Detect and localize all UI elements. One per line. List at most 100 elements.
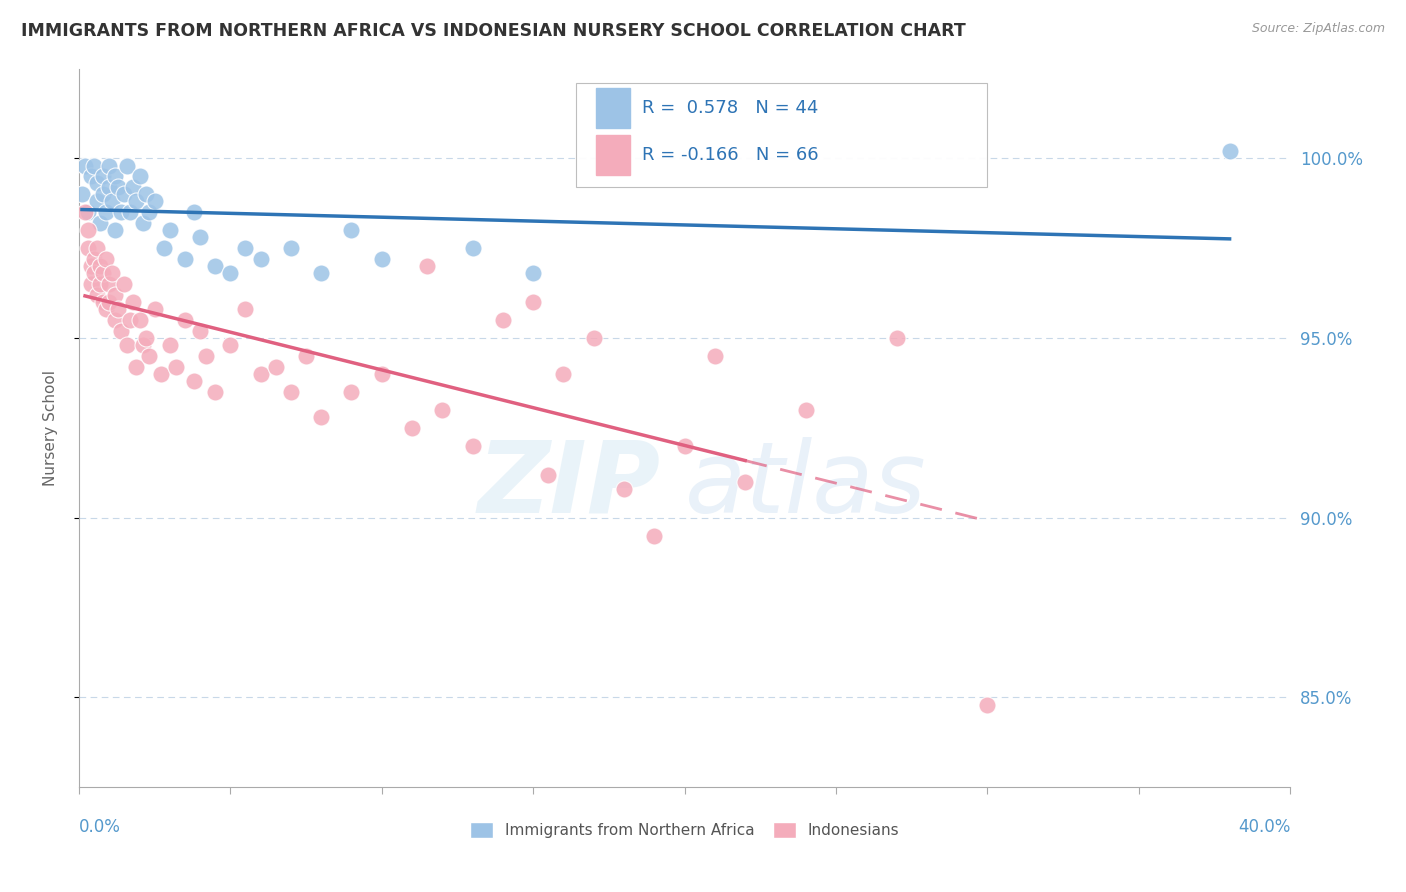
Point bbox=[143, 302, 166, 317]
Point bbox=[89, 277, 111, 292]
Point bbox=[128, 313, 150, 327]
Point bbox=[188, 230, 211, 244]
Point bbox=[416, 259, 439, 273]
Point bbox=[340, 223, 363, 237]
Point bbox=[295, 349, 318, 363]
Point bbox=[107, 180, 129, 194]
Point bbox=[249, 367, 271, 381]
Point bbox=[135, 187, 157, 202]
Point bbox=[461, 241, 484, 255]
Point bbox=[98, 159, 121, 173]
FancyBboxPatch shape bbox=[575, 83, 987, 187]
Point bbox=[89, 216, 111, 230]
Point bbox=[249, 252, 271, 266]
Point bbox=[112, 187, 135, 202]
Point bbox=[371, 252, 394, 266]
Text: IMMIGRANTS FROM NORTHERN AFRICA VS INDONESIAN NURSERY SCHOOL CORRELATION CHART: IMMIGRANTS FROM NORTHERN AFRICA VS INDON… bbox=[21, 22, 966, 40]
Point bbox=[80, 259, 103, 273]
Point bbox=[204, 384, 226, 399]
Point bbox=[673, 439, 696, 453]
Point bbox=[104, 169, 127, 184]
Point bbox=[131, 338, 153, 352]
Point bbox=[125, 359, 148, 374]
Point bbox=[91, 295, 114, 310]
Point bbox=[73, 205, 96, 219]
Point bbox=[138, 349, 160, 363]
Point bbox=[83, 266, 105, 280]
Point bbox=[195, 349, 218, 363]
Point bbox=[98, 277, 121, 292]
Point bbox=[107, 302, 129, 317]
Point bbox=[80, 277, 103, 292]
Point bbox=[188, 324, 211, 338]
Legend: Immigrants from Northern Africa, Indonesians: Immigrants from Northern Africa, Indones… bbox=[464, 816, 905, 844]
Point bbox=[371, 367, 394, 381]
Point bbox=[174, 252, 197, 266]
Point bbox=[976, 698, 998, 712]
Point bbox=[98, 180, 121, 194]
Point bbox=[86, 194, 108, 209]
Point bbox=[86, 177, 108, 191]
Point bbox=[91, 187, 114, 202]
Point bbox=[98, 295, 121, 310]
Point bbox=[522, 295, 544, 310]
Point bbox=[112, 277, 135, 292]
Point bbox=[159, 338, 181, 352]
Point bbox=[152, 241, 174, 255]
Text: ZIP: ZIP bbox=[477, 437, 661, 533]
Point bbox=[219, 338, 242, 352]
Point bbox=[703, 349, 725, 363]
Point bbox=[734, 475, 756, 489]
Point bbox=[138, 205, 160, 219]
Point bbox=[89, 259, 111, 273]
Point bbox=[91, 266, 114, 280]
Point bbox=[553, 367, 575, 381]
Point bbox=[537, 467, 560, 482]
Point bbox=[120, 205, 142, 219]
Point bbox=[1219, 144, 1241, 158]
Point bbox=[886, 331, 908, 345]
Point bbox=[794, 402, 817, 417]
Point bbox=[110, 205, 132, 219]
Y-axis label: Nursery School: Nursery School bbox=[44, 370, 58, 486]
Point bbox=[83, 252, 105, 266]
Point bbox=[125, 194, 148, 209]
Point bbox=[110, 324, 132, 338]
Point bbox=[77, 205, 100, 219]
Point bbox=[143, 194, 166, 209]
Point bbox=[77, 241, 100, 255]
Point bbox=[204, 259, 226, 273]
Point bbox=[80, 169, 103, 184]
Point bbox=[120, 313, 142, 327]
Point bbox=[122, 295, 145, 310]
Point bbox=[96, 302, 118, 317]
Text: R = -0.166   N = 66: R = -0.166 N = 66 bbox=[643, 145, 818, 164]
Bar bbox=[596, 135, 630, 175]
Point bbox=[183, 205, 205, 219]
Point bbox=[183, 374, 205, 388]
Text: atlas: atlas bbox=[685, 437, 927, 533]
Point bbox=[104, 288, 127, 302]
Point bbox=[280, 384, 302, 399]
Point bbox=[522, 266, 544, 280]
Point bbox=[117, 338, 139, 352]
Point bbox=[128, 169, 150, 184]
Point bbox=[643, 528, 665, 542]
Point bbox=[309, 266, 332, 280]
Point bbox=[613, 482, 636, 496]
Point bbox=[77, 223, 100, 237]
Point bbox=[70, 187, 93, 202]
Point bbox=[104, 313, 127, 327]
Point bbox=[104, 223, 127, 237]
Point bbox=[117, 159, 139, 173]
Point bbox=[174, 313, 197, 327]
Point bbox=[461, 439, 484, 453]
Point bbox=[401, 421, 423, 435]
Point bbox=[340, 384, 363, 399]
Point bbox=[582, 331, 605, 345]
Point bbox=[149, 367, 172, 381]
Point bbox=[235, 241, 257, 255]
Text: 40.0%: 40.0% bbox=[1237, 818, 1291, 836]
Point bbox=[101, 266, 124, 280]
Text: Source: ZipAtlas.com: Source: ZipAtlas.com bbox=[1251, 22, 1385, 36]
